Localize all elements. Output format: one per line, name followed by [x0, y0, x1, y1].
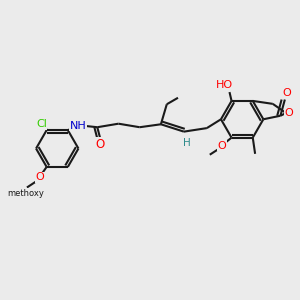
Text: methoxy: methoxy: [7, 189, 44, 198]
Text: O: O: [36, 172, 44, 182]
Text: HO: HO: [216, 80, 233, 90]
Text: O: O: [218, 141, 226, 151]
Text: O: O: [96, 138, 105, 151]
Text: O: O: [285, 108, 293, 118]
Text: H: H: [183, 138, 191, 148]
Text: O: O: [282, 88, 291, 98]
Text: Cl: Cl: [36, 119, 47, 129]
Text: NH: NH: [70, 121, 86, 131]
Text: methoxy: methoxy: [30, 189, 36, 190]
